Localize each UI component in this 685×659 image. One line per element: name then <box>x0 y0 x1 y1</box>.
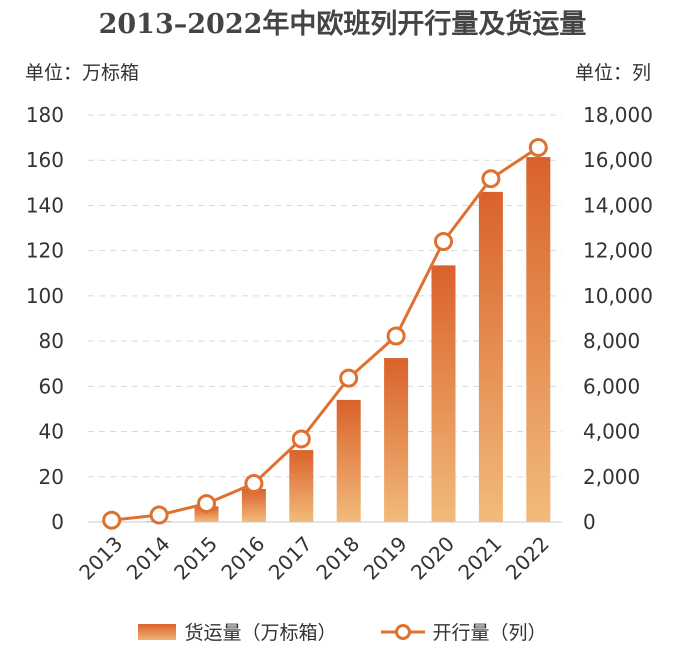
right-y-axis-ticks: 0 2,000 4,000 6,000 8,000 10,000 12,000 14,000 1… <box>583 103 653 534</box>
bar-2022 <box>526 157 551 522</box>
right-y-tick-label: 18,000 <box>583 103 653 127</box>
bar-2019 <box>384 358 409 522</box>
x-tick-label-2022: 2022 <box>501 532 554 585</box>
point-2013 <box>102 510 122 530</box>
left-y-tick-label: 0 <box>51 510 64 534</box>
bar-2017 <box>289 450 314 522</box>
left-y-axis-ticks: 0 20 40 60 80 100 120 140 160 180 <box>26 103 64 534</box>
legend-line-swatch <box>380 623 425 640</box>
right-y-tick-label: 12,000 <box>583 239 653 263</box>
left-y-tick-label: 100 <box>26 284 64 308</box>
point-2018 <box>339 368 359 388</box>
left-y-tick-label: 180 <box>26 103 64 127</box>
line-series <box>102 138 548 530</box>
left-y-tick-label: 40 <box>39 420 64 444</box>
legend: 货运量（万标箱） 开行量（列） <box>0 618 685 645</box>
x-tick-label-2021: 2021 <box>453 532 506 585</box>
legend-item-freight[interactable]: 货运量（万标箱） <box>138 618 337 645</box>
bar-2018 <box>336 399 361 522</box>
x-tick-label-2020: 2020 <box>406 532 459 585</box>
right-y-tick-label: 6,000 <box>583 374 640 398</box>
left-y-tick-label: 80 <box>39 329 64 353</box>
bar-2016 <box>241 488 266 522</box>
point-2020 <box>434 231 453 251</box>
right-y-tick-label: 14,000 <box>583 193 653 217</box>
left-y-tick-label: 120 <box>26 239 64 263</box>
x-tick-label-2018: 2018 <box>311 532 364 585</box>
legend-item-trains[interactable]: 开行量（列） <box>380 618 547 645</box>
left-y-tick-label: 160 <box>26 148 64 172</box>
right-y-tick-label: 4,000 <box>583 420 640 444</box>
bar-2020 <box>431 265 456 522</box>
left-y-tick-label: 20 <box>39 465 64 489</box>
bar-series <box>99 157 551 522</box>
x-tick-label-2016: 2016 <box>216 532 269 585</box>
legend-label-trains: 开行量（列） <box>432 622 547 644</box>
bar-2021 <box>478 191 503 522</box>
legend-label-freight: 货运量（万标箱） <box>184 622 337 644</box>
right-y-tick-label: 2,000 <box>583 465 640 489</box>
left-y-tick-label: 140 <box>26 193 64 217</box>
point-2019 <box>386 326 406 346</box>
point-2016 <box>244 474 264 494</box>
left-y-tick-label: 60 <box>39 374 64 398</box>
right-y-tick-label: 16,000 <box>583 148 653 172</box>
point-2021 <box>481 169 501 189</box>
right-axis-unit-label: 单位：列 <box>574 62 651 84</box>
right-y-tick-label: 0 <box>583 510 596 534</box>
left-axis-unit-label: 单位：万标箱 <box>25 62 140 84</box>
x-tick-label-2015: 2015 <box>169 532 222 585</box>
point-2014 <box>149 505 169 525</box>
legend-bar-swatch <box>138 623 177 640</box>
chart-title: 2013–2022年中欧班列开行量及货运量 <box>98 9 587 40</box>
line-trains <box>111 146 540 522</box>
x-tick-label-2014: 2014 <box>122 532 175 585</box>
point-2015 <box>197 494 216 514</box>
point-2022 <box>528 138 548 158</box>
point-2017 <box>291 429 311 449</box>
x-tick-label-2017: 2017 <box>264 532 317 585</box>
right-y-tick-label: 10,000 <box>583 284 653 308</box>
right-y-tick-label: 8,000 <box>583 329 640 353</box>
x-tick-label-2019: 2019 <box>359 532 412 585</box>
x-tick-label-2013: 2013 <box>74 532 127 585</box>
